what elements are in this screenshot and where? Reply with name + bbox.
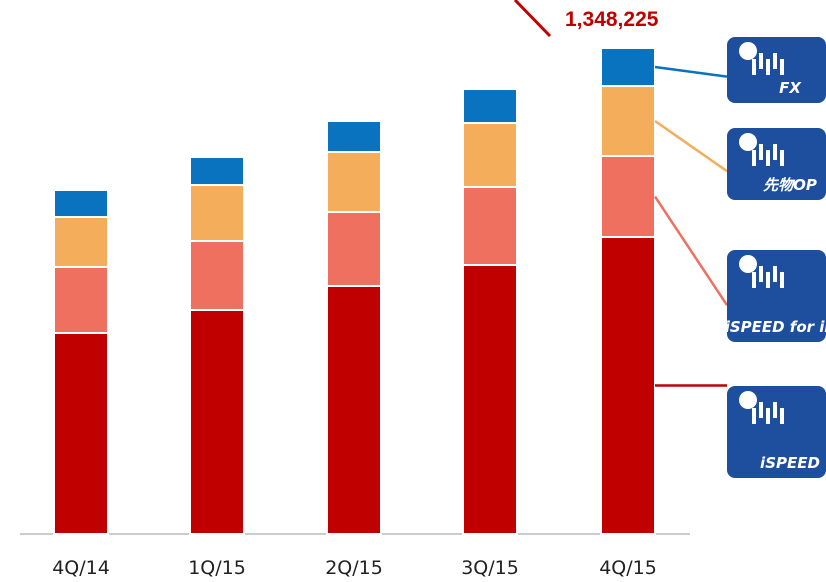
bar-segment xyxy=(462,186,518,267)
bar-segment xyxy=(600,47,656,88)
icon-candle xyxy=(780,59,784,75)
x-tick-label: 4Q/15 xyxy=(599,557,657,579)
legend-icon xyxy=(727,386,826,478)
bar-segment xyxy=(326,151,382,213)
legend-label: iSPEED for iPad xyxy=(725,318,826,336)
icon-logo xyxy=(739,42,757,60)
bar-segment xyxy=(53,265,109,334)
x-tick-label: 4Q/14 xyxy=(52,557,110,579)
icon-candle xyxy=(773,402,777,418)
icon-candle xyxy=(773,266,777,282)
icon-logo xyxy=(739,133,757,151)
bar-segment xyxy=(462,264,518,535)
icon-candle xyxy=(780,272,784,288)
icon-candle xyxy=(780,408,784,424)
bar-segment xyxy=(326,284,382,536)
legend-icon xyxy=(727,250,826,342)
icon-candle xyxy=(752,272,756,288)
bar-segment xyxy=(189,240,245,312)
bar-segment xyxy=(53,188,109,218)
icon-candle xyxy=(773,53,777,69)
x-tick-label: 1Q/15 xyxy=(188,557,246,579)
icon-candle xyxy=(759,266,763,282)
bar-segment xyxy=(462,88,518,125)
icon-logo xyxy=(739,255,757,273)
bar-segment xyxy=(462,122,518,189)
legend-leader xyxy=(654,119,728,173)
icon-candle xyxy=(752,150,756,166)
icon-candle xyxy=(766,59,770,75)
annotation-pointer xyxy=(513,0,552,38)
bar-segment xyxy=(600,85,656,158)
bar-segment xyxy=(326,120,382,154)
total-label: 1,348,225 xyxy=(565,8,659,31)
legend-label: iSPEED xyxy=(760,454,820,472)
legend-label: 先物OP xyxy=(763,176,817,194)
bar-segment xyxy=(189,309,245,536)
icon-candle xyxy=(759,144,763,160)
bar-segment xyxy=(189,156,245,187)
x-tick-label: 3Q/15 xyxy=(461,557,519,579)
legend-label: FX xyxy=(779,79,802,97)
bar-segment xyxy=(600,155,656,239)
icon-candle xyxy=(752,59,756,75)
icon-logo xyxy=(739,391,757,409)
bar-segment xyxy=(53,331,109,535)
bar-segment xyxy=(189,184,245,243)
bar-segment xyxy=(326,210,382,287)
icon-candle xyxy=(759,53,763,69)
icon-candle xyxy=(780,150,784,166)
legend-leader xyxy=(654,65,728,78)
x-tick-label: 2Q/15 xyxy=(325,557,383,579)
bar-segment xyxy=(53,215,109,268)
legend-leader xyxy=(653,195,729,306)
icon-candle xyxy=(766,408,770,424)
icon-candle xyxy=(766,150,770,166)
icon-candle xyxy=(766,272,770,288)
icon-candle xyxy=(752,408,756,424)
icon-candle xyxy=(773,144,777,160)
icon-candle xyxy=(759,402,763,418)
bar-segment xyxy=(600,236,656,536)
